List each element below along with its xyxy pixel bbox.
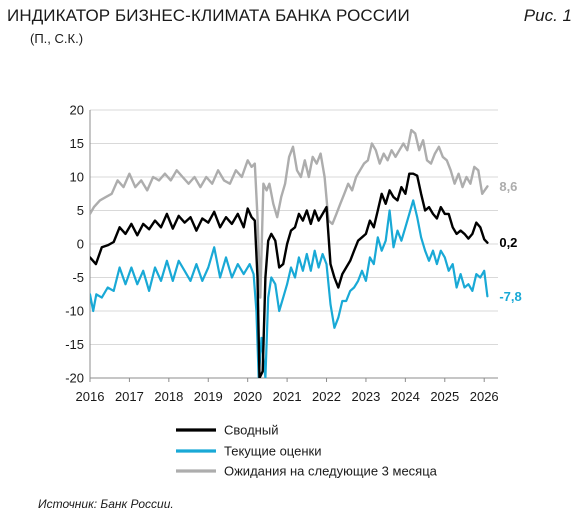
chart-subtitle: (П., С.К.) bbox=[30, 31, 84, 46]
y-tick-label: 15 bbox=[70, 136, 84, 151]
series-lines bbox=[90, 128, 489, 378]
x-tick-label: 2016 bbox=[76, 389, 105, 404]
y-tick-label: -20 bbox=[65, 371, 84, 386]
x-tick-label: 2024 bbox=[391, 389, 420, 404]
x-tick-label: 2021 bbox=[273, 389, 302, 404]
legend-label: Сводный bbox=[224, 423, 278, 438]
figure-label: Рис. 1 bbox=[523, 6, 572, 25]
y-tick-label: 5 bbox=[77, 203, 84, 218]
x-tick-label: 2017 bbox=[115, 389, 144, 404]
legend-label: Ожидания на следующие 3 месяца bbox=[224, 464, 438, 479]
x-tick-label: 2023 bbox=[351, 389, 380, 404]
y-tick-label: 20 bbox=[70, 103, 84, 118]
x-tick-label: 2018 bbox=[154, 389, 183, 404]
y-tick-label: -10 bbox=[65, 304, 84, 319]
x-tick-label: 2020 bbox=[233, 389, 262, 404]
x-tick-label: 2026 bbox=[470, 389, 499, 404]
y-axis: 20 15 10 5 0 -5 -10 -15 -20 bbox=[65, 103, 91, 386]
y-tick-label: 10 bbox=[70, 170, 84, 185]
y-tick-label: -5 bbox=[72, 270, 84, 285]
chart-title: ИНДИКАТОР БИЗНЕС-КЛИМАТА БАНКА РОССИИ bbox=[7, 6, 410, 25]
series-line-0 bbox=[90, 172, 489, 378]
x-axis: 2016 2017 2018 2019 2020 2021 2022 2023 2024 2025… bbox=[76, 377, 499, 404]
x-tick-label: 2019 bbox=[194, 389, 223, 404]
x-tick-label: 2022 bbox=[312, 389, 341, 404]
end-value-label: 0,2 bbox=[499, 235, 517, 250]
y-tick-label: -15 bbox=[65, 337, 84, 352]
legend: Сводный Текущие оценки Ожидания на следующ… bbox=[176, 423, 438, 479]
series-line-2 bbox=[90, 128, 489, 299]
end-value-label: -7,8 bbox=[499, 289, 521, 304]
series-line-1 bbox=[90, 199, 489, 378]
end-labels: 0,2 -7,8 8,6 bbox=[499, 179, 521, 304]
y-tick-label: 0 bbox=[77, 237, 84, 252]
source-note: Источник: Банк России. bbox=[38, 497, 174, 511]
end-value-label: 8,6 bbox=[499, 179, 517, 194]
x-tick-label: 2025 bbox=[430, 389, 459, 404]
legend-label: Текущие оценки bbox=[224, 444, 321, 459]
